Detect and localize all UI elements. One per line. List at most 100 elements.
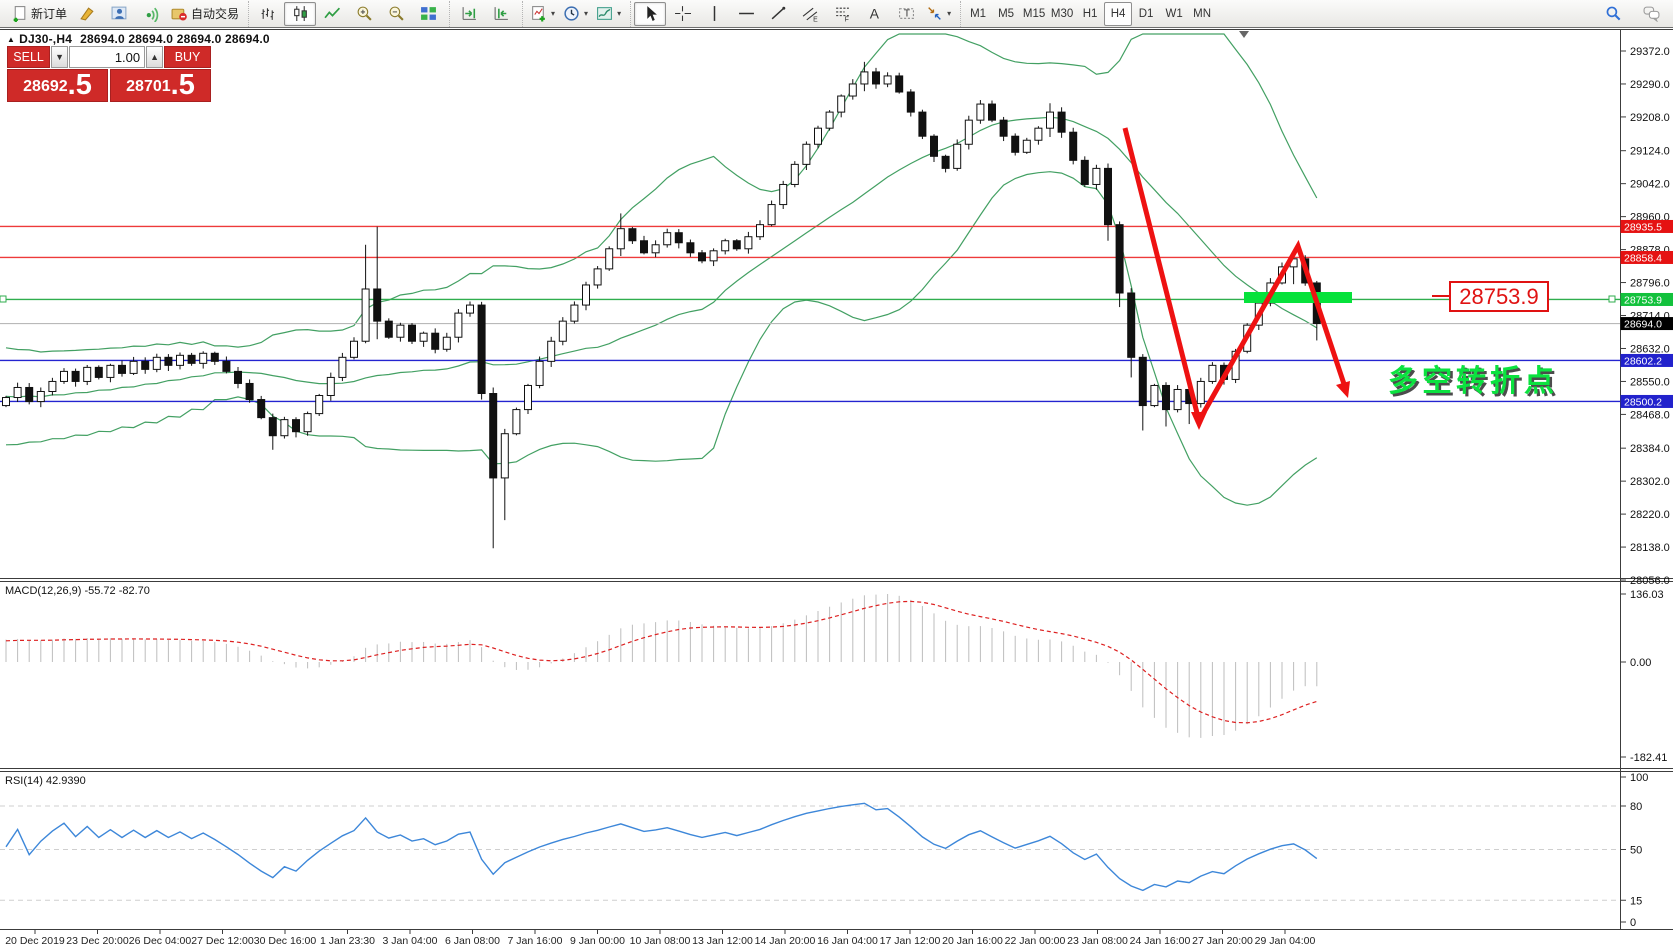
cursor-button[interactable] [634, 1, 667, 26]
highlight-zone[interactable] [1244, 292, 1352, 303]
crosshair-button[interactable] [666, 2, 698, 26]
svg-text:28500.2: 28500.2 [1624, 396, 1662, 408]
tab-timeframe-m5[interactable]: M5 [998, 7, 1015, 20]
tab-timeframe-m30[interactable]: M30 [1050, 7, 1074, 20]
client-button[interactable] [103, 2, 135, 26]
rsi-axis-label: 50 [1630, 845, 1642, 857]
vertical-line-icon [706, 5, 723, 22]
line-chart-button[interactable] [316, 2, 348, 26]
svg-text:13 Jan 12:00: 13 Jan 12:00 [692, 935, 753, 947]
svg-text:20 Dec 2019: 20 Dec 2019 [5, 935, 65, 947]
arrows-button-dropdown[interactable]: ▾ [947, 9, 952, 18]
tab-timeframe-h4[interactable]: H4 [1104, 1, 1133, 26]
styler-button[interactable] [71, 2, 103, 26]
new-order-button[interactable]: 新订单 [7, 2, 71, 26]
svg-text:29124.0: 29124.0 [1630, 146, 1670, 158]
periods-button[interactable]: ▾ [559, 2, 592, 26]
svg-text:28632.0: 28632.0 [1630, 343, 1670, 355]
periods-button-dropdown[interactable]: ▾ [584, 9, 589, 18]
svg-text:28796.0: 28796.0 [1630, 278, 1670, 290]
svg-text:23 Dec 20:00: 23 Dec 20:00 [66, 935, 129, 947]
bar-chart-icon [260, 5, 277, 22]
macd-signal-line [5, 600, 1317, 724]
hline-handle-1[interactable] [1608, 295, 1616, 303]
svg-text:E: E [813, 16, 818, 22]
auto-scroll-icon [461, 5, 478, 22]
search-button[interactable] [1597, 2, 1629, 26]
chart-shift-button[interactable] [485, 2, 517, 26]
rsi-axis-label: 15 [1630, 895, 1642, 907]
main-toolbar: 新订单 自动交易 ▾ ▾ ▾ E F A T ▾ M1 M5 M15 M30 H1 H4 D1 W1 MN [0, 0, 1673, 28]
tab-timeframe-mn[interactable]: MN [1193, 7, 1212, 20]
indicators-button[interactable]: ▾ [526, 2, 559, 26]
tab-timeframe-m15[interactable]: M15 [1022, 7, 1046, 20]
auto-trading-button[interactable]: 自动交易 [167, 2, 243, 26]
chat-button[interactable] [1635, 2, 1667, 26]
svg-text:24 Jan 16:00: 24 Jan 16:00 [1130, 935, 1191, 947]
sell-price[interactable]: 28692.5 [7, 69, 108, 102]
templates-icon [596, 5, 613, 22]
svg-text:28694.0: 28694.0 [1624, 319, 1662, 331]
text-button[interactable]: A [858, 2, 890, 26]
chart-shift-marker[interactable] [1239, 31, 1249, 38]
arrows-button[interactable]: ▾ [922, 2, 955, 26]
toolbar-group-timeframes: M1 M5 M15 M30 H1 H4 D1 W1 MN [960, 0, 1219, 27]
price-callout[interactable]: 28753.9 [1449, 281, 1549, 312]
bollinger-middle-band [5, 116, 1318, 398]
text-label-button[interactable]: T [890, 2, 922, 26]
horizontal-line-button[interactable] [730, 2, 762, 26]
indicators-icon [530, 5, 547, 22]
macd-axis[interactable]: 136.03 0.00 -182.41 [1620, 589, 1667, 764]
svg-text:7 Jan 16:00: 7 Jan 16:00 [508, 935, 563, 947]
volume-decrease-button[interactable]: ▼ [51, 46, 69, 68]
svg-text:T: T [903, 9, 909, 20]
sell-button[interactable]: SELL [7, 46, 51, 68]
zoom-in-button[interactable] [348, 2, 380, 26]
volume-input[interactable] [69, 46, 146, 68]
svg-text:27 Jan 20:00: 27 Jan 20:00 [1192, 935, 1253, 947]
one-click-trading-panel: SELL ▼ ▲ BUY 28692.5 28701.5 [7, 46, 211, 102]
text-label-icon: T [898, 5, 915, 22]
tab-timeframe-m1[interactable]: M1 [970, 7, 987, 20]
vertical-line-button[interactable] [698, 2, 730, 26]
svg-text:14 Jan 20:00: 14 Jan 20:00 [755, 935, 816, 947]
svg-text:23 Jan 08:00: 23 Jan 08:00 [1067, 935, 1128, 947]
bar-chart-button[interactable] [252, 2, 284, 26]
fibonacci-icon: F [834, 5, 851, 22]
svg-text:29290.0: 29290.0 [1630, 79, 1670, 91]
auto-scroll-button[interactable] [453, 2, 485, 26]
channel-button[interactable]: E [794, 2, 826, 26]
zigzag-arrow [1122, 127, 1349, 428]
candlestick-button[interactable] [284, 1, 317, 26]
time-axis[interactable]: 20 Dec 2019 23 Dec 20:00 26 Dec 04:00 27 De… [5, 929, 1316, 947]
signals-button[interactable] [135, 2, 167, 26]
svg-text:6 Jan 08:00: 6 Jan 08:00 [445, 935, 500, 947]
templates-button[interactable]: ▾ [592, 2, 625, 26]
tab-timeframe-w1[interactable]: W1 [1165, 7, 1183, 20]
tab-timeframe-d1[interactable]: D1 [1138, 7, 1154, 20]
callout-connector [1432, 295, 1449, 297]
crosshair-icon [674, 5, 691, 22]
svg-text:16 Jan 04:00: 16 Jan 04:00 [817, 935, 878, 947]
templates-button-dropdown[interactable]: ▾ [617, 9, 622, 18]
volume-increase-button[interactable]: ▲ [146, 46, 164, 68]
text-icon: A [866, 5, 883, 22]
tile-windows-button[interactable] [412, 2, 444, 26]
buy-button[interactable]: BUY [164, 46, 211, 68]
candles [2, 61, 1321, 549]
rsi-indicator-label: RSI(14) 42.9390 [5, 775, 86, 787]
buy-price[interactable]: 28701.5 [110, 69, 211, 102]
zoom-out-button[interactable] [380, 2, 412, 26]
axis-tag-28602.2 [1620, 353, 1673, 367]
turning-point-note[interactable]: 多空转折点 [1388, 365, 1558, 398]
trendline-button[interactable] [762, 2, 794, 26]
tab-timeframe-h1[interactable]: H1 [1082, 7, 1098, 20]
indicators-button-dropdown[interactable]: ▾ [551, 9, 556, 18]
hline-handle-0[interactable] [0, 295, 7, 303]
fibonacci-button[interactable]: F [826, 2, 858, 26]
symbol-info[interactable]: ▲ DJ30-,H4 28694.0 28694.0 28694.0 28694.0 [7, 32, 270, 46]
symbol-dropdown-marker[interactable]: ▲ [7, 35, 16, 44]
arrows-icon [926, 5, 943, 22]
